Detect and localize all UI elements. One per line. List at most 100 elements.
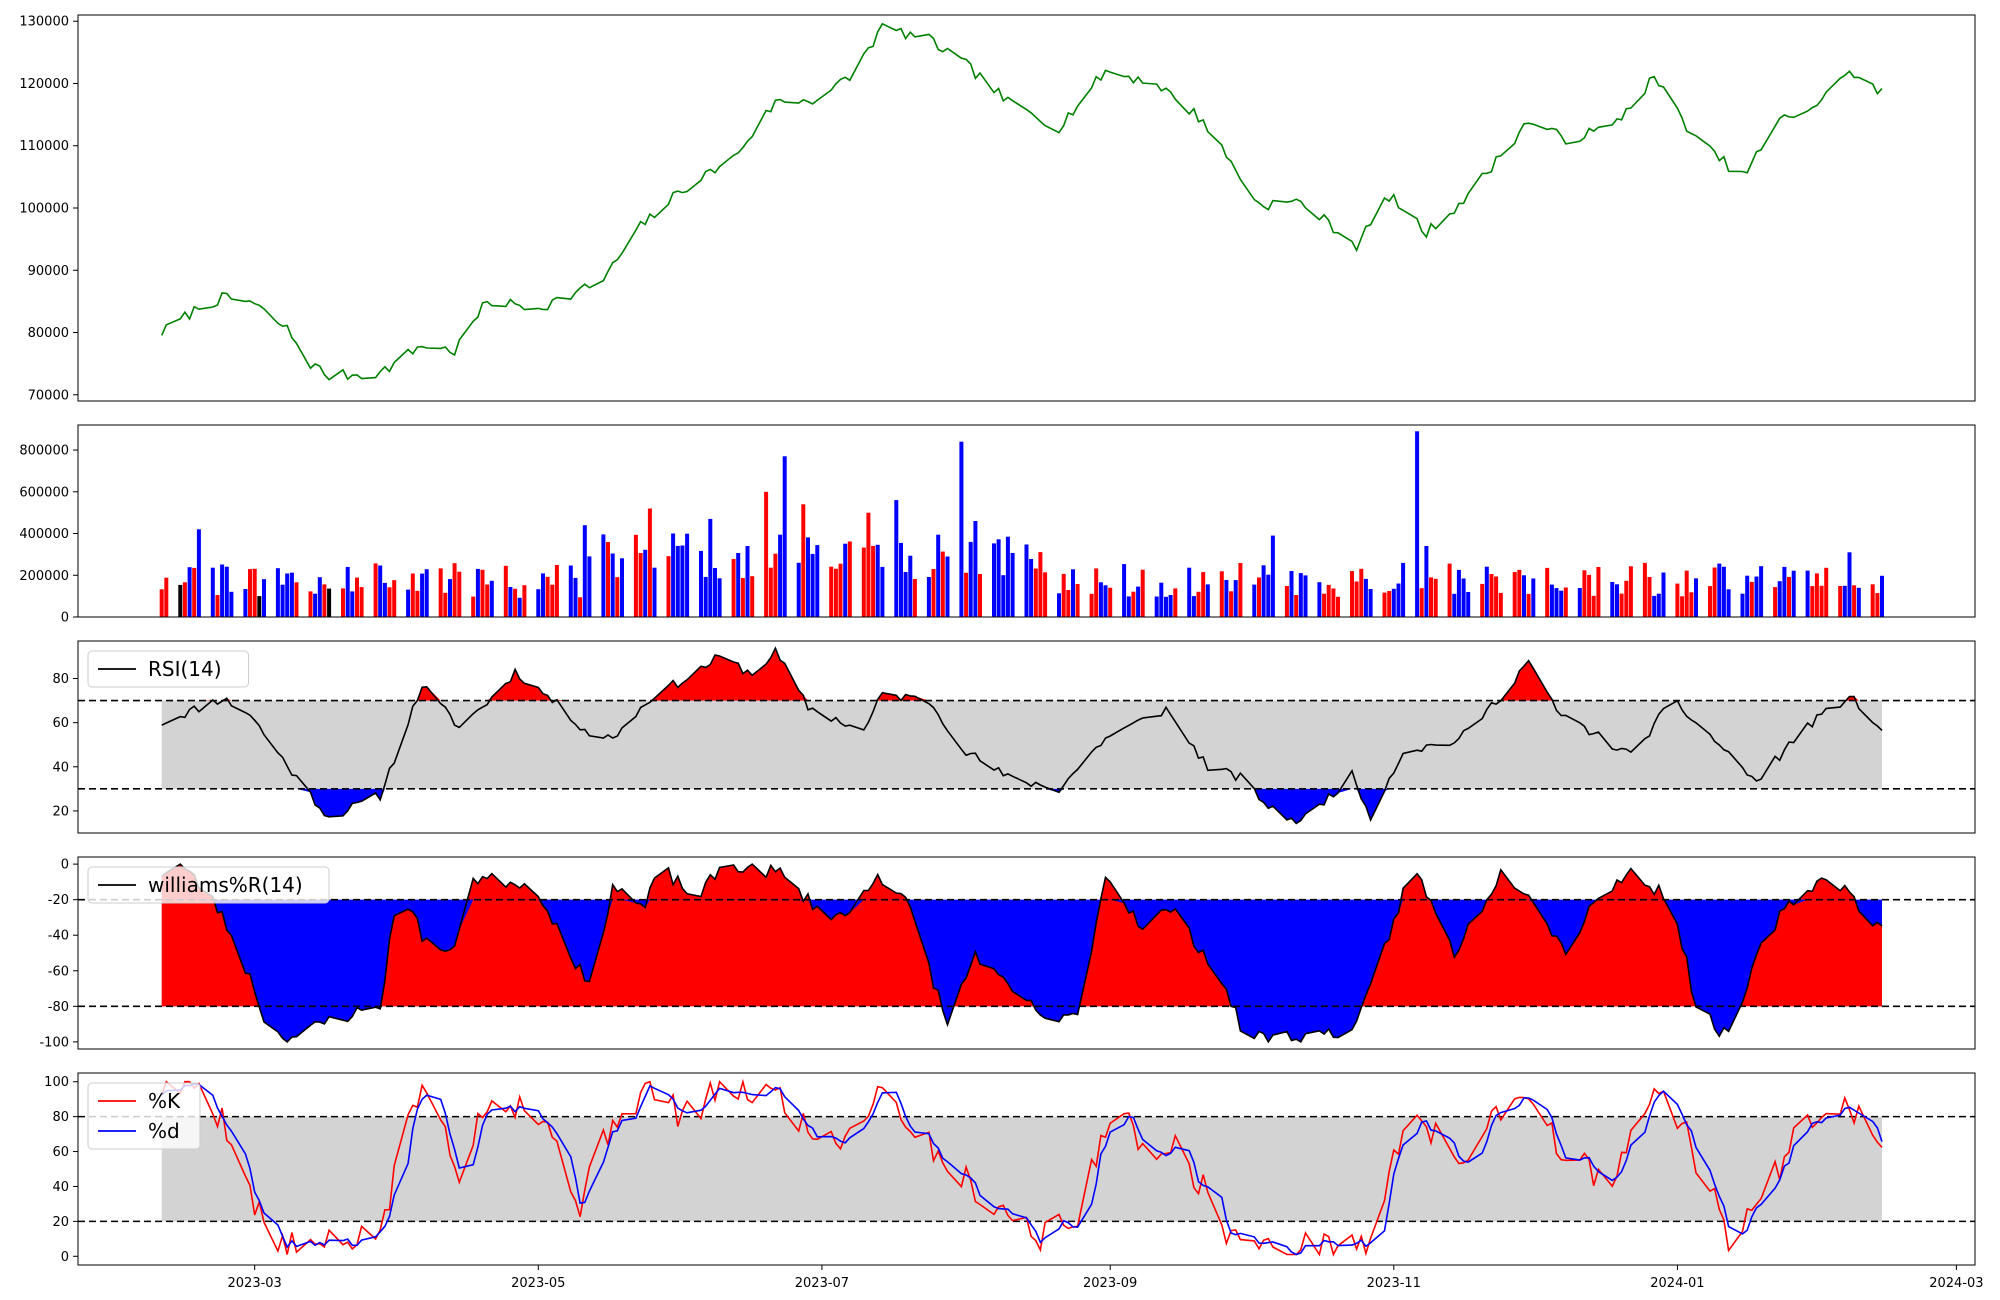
volume-bar [252, 568, 257, 617]
volume-bar [1354, 581, 1359, 617]
volume-bar [1122, 564, 1127, 617]
y-tick-label: 110000 [19, 139, 69, 154]
volume-bar [606, 542, 610, 617]
volume-bar [1224, 580, 1229, 617]
volume-bar [1419, 588, 1424, 617]
legend: williams%R(14) [87, 866, 330, 904]
plot-border [77, 1072, 1976, 1266]
volume-bar [1642, 562, 1647, 617]
volume-bar [699, 550, 703, 617]
volume-bar [480, 569, 485, 617]
volume-bar [1057, 593, 1061, 617]
volume-bar [959, 441, 964, 617]
volume-bar [1284, 586, 1289, 617]
volume-bar [275, 568, 280, 617]
volume-bar [773, 553, 778, 617]
d-line [161, 1083, 1883, 1256]
volume-bar [903, 572, 908, 617]
volume-bar [1791, 570, 1796, 617]
volume-bar [1777, 581, 1782, 617]
overbought-fill [161, 864, 1883, 1007]
volume-bar [713, 568, 717, 617]
volume-bar [1591, 595, 1596, 617]
volume-bar [861, 547, 866, 617]
volume-bar [894, 500, 899, 617]
y-tick-label: -80 [48, 1000, 69, 1015]
volume-bar [1582, 570, 1587, 617]
volume-bar [350, 591, 355, 617]
williams-panel: 0 -20 -40 -60 -80 -100 williams%R(14) [39, 856, 1976, 1050]
volume-bar [1233, 580, 1238, 617]
volume-bar [373, 563, 378, 617]
volume-bar [1456, 569, 1461, 617]
volume-bar [1391, 588, 1396, 617]
volume-bar [1094, 568, 1099, 617]
volume-bar [1880, 575, 1884, 617]
y-tick-label: 0 [61, 858, 69, 873]
volume-bar [1252, 584, 1257, 617]
volume-bar [708, 518, 713, 617]
volume-bar [1721, 566, 1726, 617]
volume-bar [410, 573, 415, 617]
volume-bar [1205, 584, 1210, 617]
volume-bar [1694, 578, 1698, 617]
volume-bar [1294, 595, 1299, 617]
volume-bar [996, 539, 1001, 617]
volume-bar [1229, 591, 1234, 617]
volume-bar [908, 555, 913, 617]
volume-bar [601, 534, 606, 617]
volume-bar [1266, 574, 1271, 617]
volume-bar [1661, 572, 1666, 617]
volume-bar [443, 592, 448, 617]
volume-bar [448, 579, 452, 617]
volume-bar [1191, 596, 1196, 617]
volume-bar [1061, 573, 1066, 617]
volume-bar [1563, 587, 1568, 617]
volume-bar [1452, 593, 1457, 617]
legend: RSI(14) [87, 650, 249, 688]
volume-bar [159, 589, 164, 617]
volume-bar [750, 576, 755, 617]
neutral-band [161, 1116, 1883, 1222]
volume-bar [1131, 591, 1136, 617]
volume-bar [457, 571, 462, 617]
volume-bar [1043, 572, 1048, 617]
volume-bar [1159, 582, 1164, 617]
volume-bar [847, 541, 852, 617]
y-tick-label: 130000 [19, 15, 69, 30]
volume-bar [485, 584, 490, 617]
volume-bar [1363, 578, 1368, 617]
volume-bar [1071, 569, 1075, 617]
y-tick-label: 80 [52, 1110, 69, 1125]
x-tick-label: 2023-09 [1083, 1276, 1137, 1291]
volume-bar [1066, 590, 1071, 617]
legend-box [87, 1082, 201, 1150]
y-tick-label: 20 [52, 1215, 69, 1230]
volume-bar [1494, 576, 1499, 617]
indicator-line [161, 863, 1883, 1044]
volume-bar [615, 577, 620, 617]
indicator-line [161, 646, 1883, 825]
oversold-fill [161, 788, 1883, 824]
volume-bar [1619, 593, 1624, 617]
volume-bar [1824, 567, 1829, 617]
volume-bar [968, 541, 973, 617]
volume-bar [578, 597, 583, 617]
volume-bar [1359, 568, 1364, 617]
volume-bar [1424, 546, 1429, 617]
volume-bar [838, 563, 843, 617]
volume-bar [1526, 593, 1531, 617]
volume-bar [1298, 573, 1303, 617]
legend-label: %K [148, 1089, 181, 1113]
price-panel: 70000 80000 90000 100000 110000 120000 130000 [19, 14, 1976, 403]
volume-bar [257, 596, 262, 617]
volume-bar [764, 491, 769, 617]
volume-bar [1689, 592, 1694, 617]
y-tick-label: 100 [44, 1075, 69, 1090]
volume-bar [192, 567, 197, 617]
volume-bar [1429, 577, 1433, 617]
volume-bar [652, 567, 657, 617]
volume-bar [671, 533, 676, 617]
plot-area [78, 15, 1975, 401]
volume-bar [912, 579, 917, 617]
